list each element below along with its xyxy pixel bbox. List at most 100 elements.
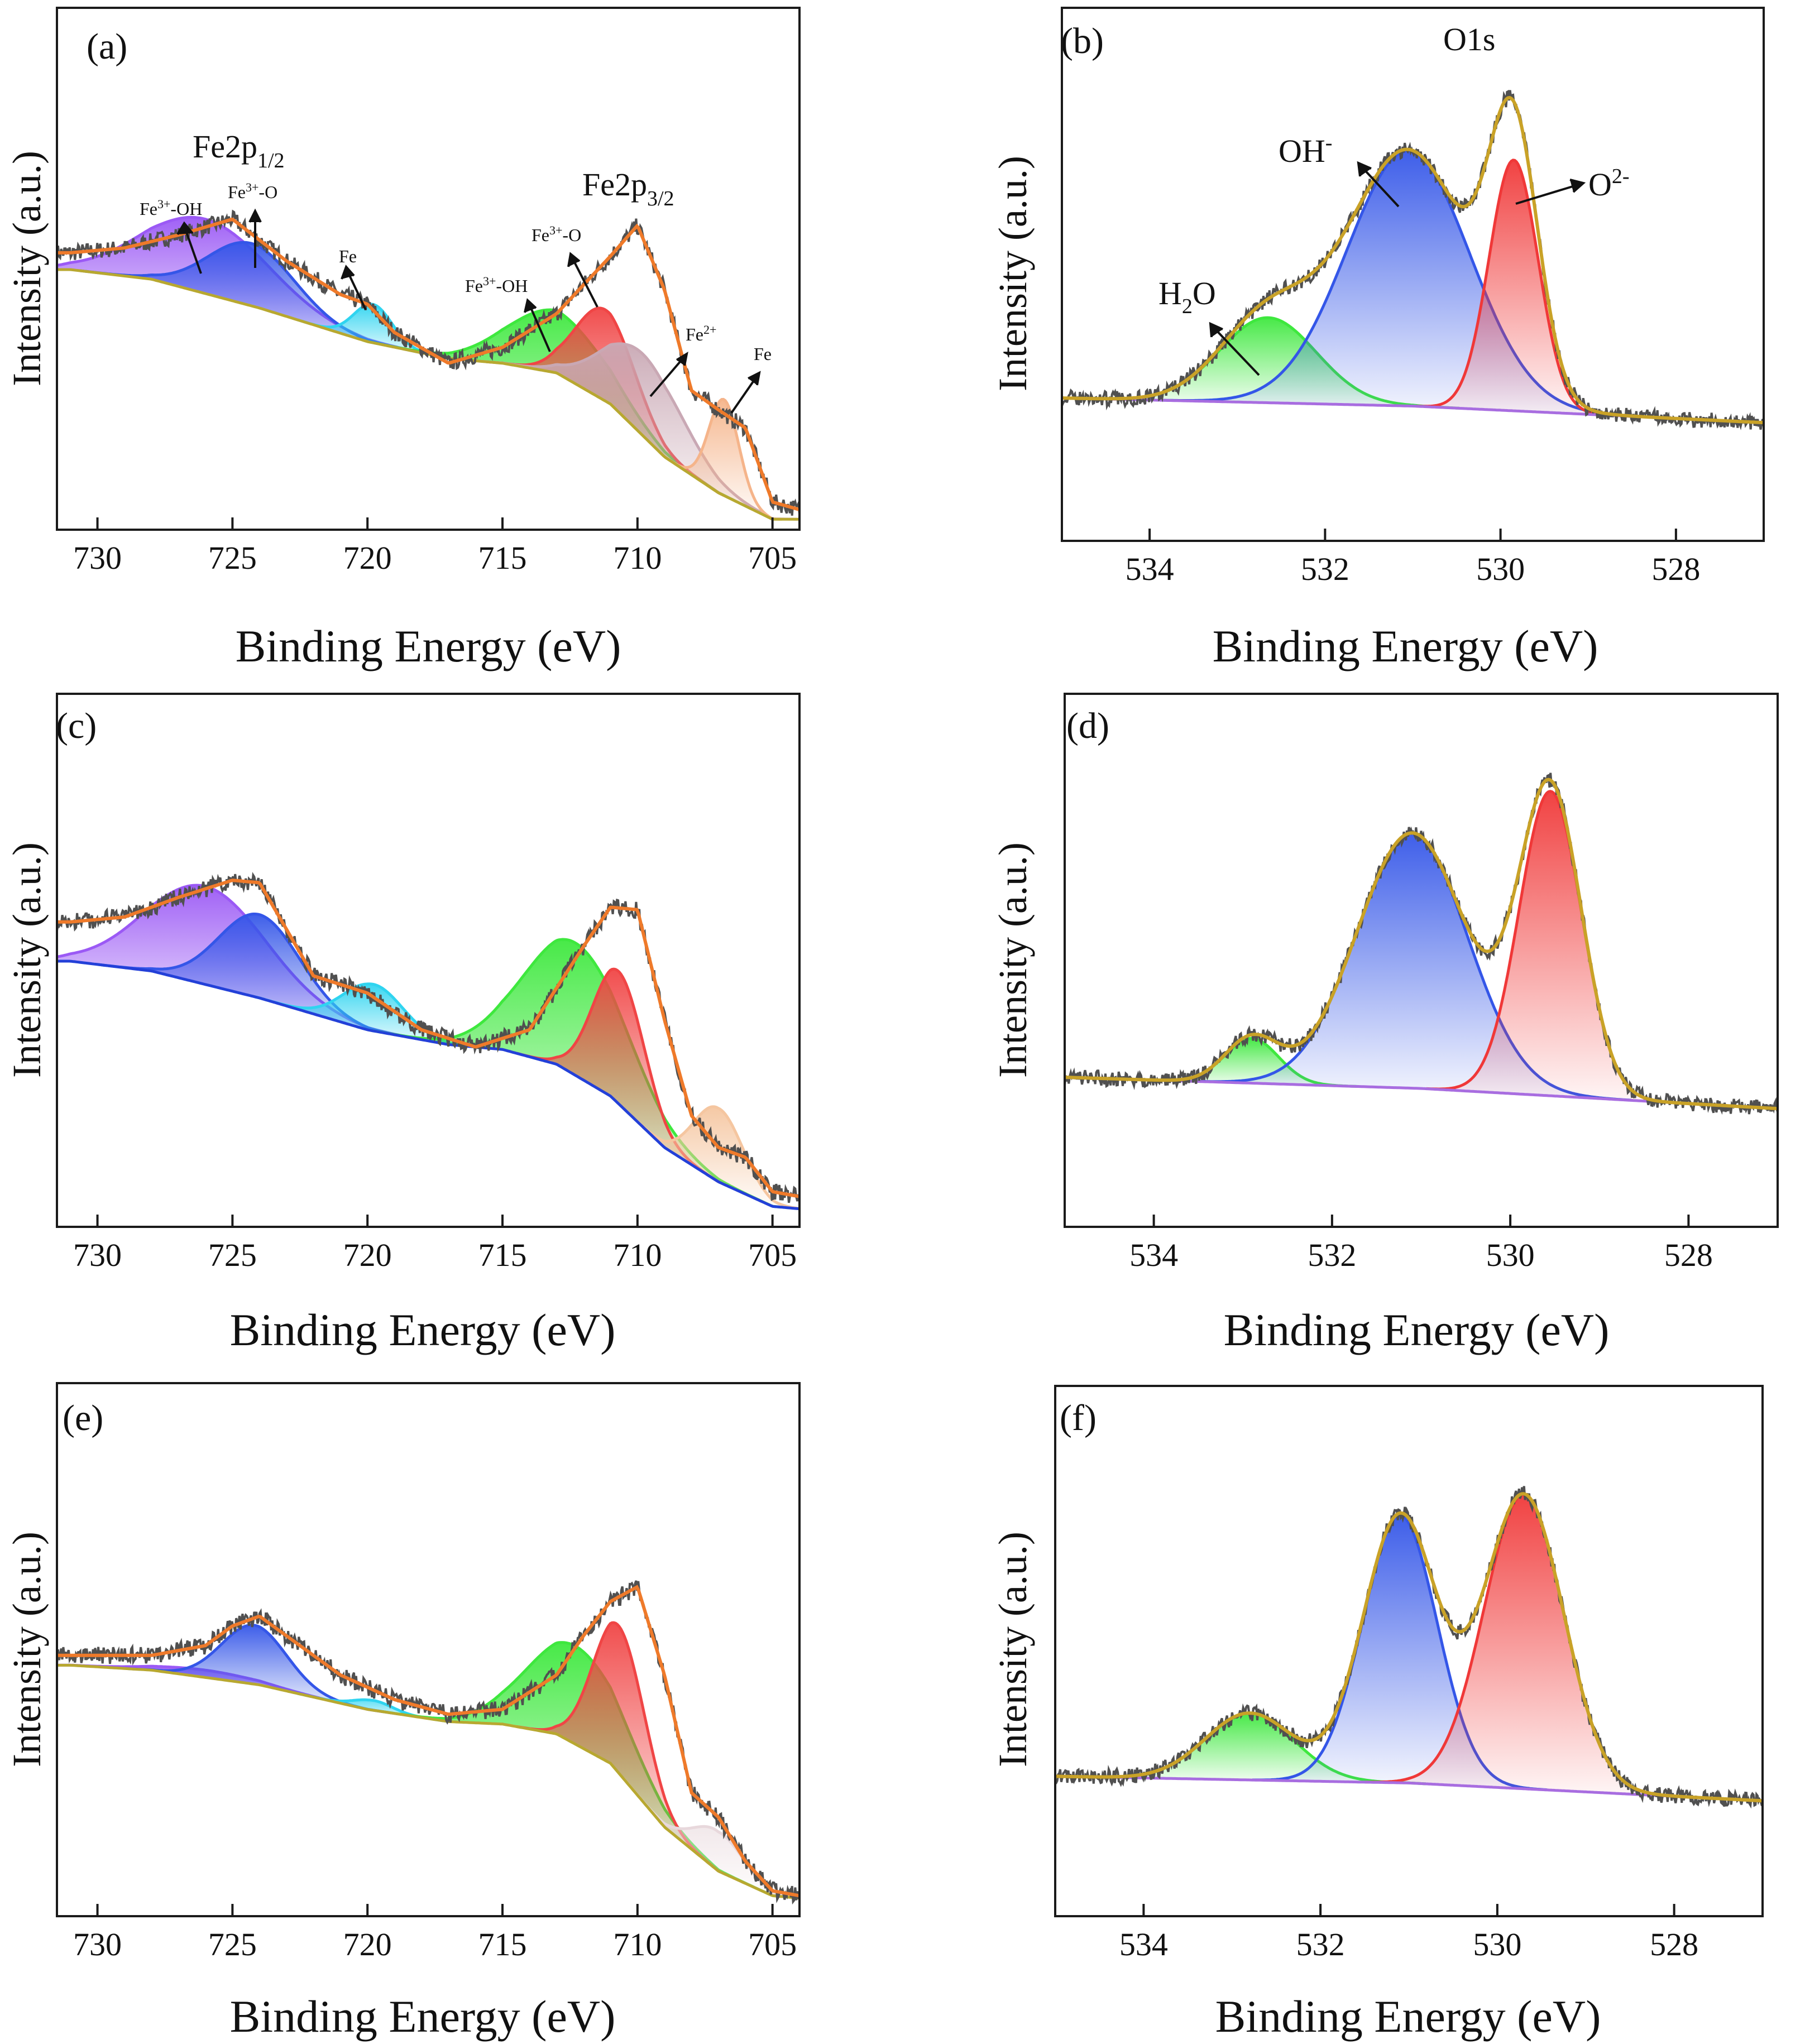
panel-e-ticks: 730 725 720 715 710 705 xyxy=(73,1904,797,1963)
xtick-label-c-720: 720 xyxy=(343,1237,392,1273)
annot-a-fe3oh-1: Fe3+-OH xyxy=(140,197,202,219)
xtick-label-b-528: 528 xyxy=(1651,551,1700,587)
panel-a-arrows xyxy=(176,208,761,414)
envelope-c xyxy=(57,879,800,1198)
xtick-label-a-705: 705 xyxy=(748,540,797,576)
xtick-label-b-530: 530 xyxy=(1476,551,1525,587)
xtick-label-b-534: 534 xyxy=(1126,551,1174,587)
annot-a-fe-2: Fe xyxy=(754,344,772,364)
peak-area-d-2 xyxy=(1426,791,1674,1103)
panel-b-arrows xyxy=(1209,161,1586,376)
peak-area-b-2 xyxy=(1416,160,1612,416)
panel-b-xlabel: Binding Energy (eV) xyxy=(1213,621,1598,671)
background-line-a xyxy=(57,268,799,521)
peak-area-c-1 xyxy=(97,914,422,1040)
panel-d-xlabel: Binding Energy (eV) xyxy=(1224,1304,1610,1355)
peak-area-b-1 xyxy=(1164,151,1654,418)
panel-a-frame xyxy=(56,7,801,531)
panel-e-ylabel: Intensity (a.u.) xyxy=(4,1532,49,1767)
peak-area-d-0 xyxy=(1146,1038,1358,1087)
panel-d-label: (d) xyxy=(1066,706,1109,746)
panel-e: 730 725 720 715 710 705 (e) Binding Energy (e… xyxy=(4,1382,801,2042)
panel-c-ylabel: Intensity (a.u.) xyxy=(4,842,49,1078)
xtick-label-c-725: 725 xyxy=(208,1237,257,1273)
panel-c: 730 725 720 715 710 705 (c) Binding Energy (e… xyxy=(4,693,801,1355)
annot-h2o: H2O xyxy=(1158,275,1216,318)
peak-area-c-2 xyxy=(255,983,490,1049)
peak-area-c-5 xyxy=(623,1106,799,1209)
xtick-label-e-730: 730 xyxy=(73,1926,122,1963)
panel-b-ylabel: Intensity (a.u.) xyxy=(990,156,1035,391)
xtick-label-c-710: 710 xyxy=(613,1237,662,1273)
panel-d-ylabel: Intensity (a.u.) xyxy=(990,842,1035,1078)
envelope-a xyxy=(57,217,800,511)
envelope-b xyxy=(1061,95,1764,425)
annot-o1s: O1s xyxy=(1443,21,1495,57)
xtick-label-d-528: 528 xyxy=(1664,1237,1713,1273)
xtick-label-b-532: 532 xyxy=(1301,551,1349,587)
peak-area-a-6 xyxy=(665,399,782,520)
xtick-label-c-715: 715 xyxy=(478,1237,527,1273)
xtick-label-a-710: 710 xyxy=(613,540,662,576)
xtick-label-a-720: 720 xyxy=(343,540,392,576)
panel-f-xlabel: Binding Energy (eV) xyxy=(1215,1991,1601,2042)
panel-b-label: (b) xyxy=(1061,21,1104,61)
panel-a: 730 725 720 715 710 705 (a) Binding Energy (e… xyxy=(4,7,801,671)
envelope-d xyxy=(1064,778,1778,1111)
panel-b-frame xyxy=(1061,7,1765,542)
panel-e-xlabel: Binding Energy (eV) xyxy=(230,1991,616,2042)
raw-data-d xyxy=(1064,773,1779,1115)
background-line-e xyxy=(57,1663,800,1900)
annot-a-fe3o-1: Fe3+-O xyxy=(228,180,277,202)
panel-e-frame xyxy=(56,1382,801,1917)
peak-area-e-4 xyxy=(516,1623,720,1872)
peak-area-f-0 xyxy=(1074,1713,1426,1784)
annot-oh: OH- xyxy=(1279,131,1332,169)
xtick-label-d-532: 532 xyxy=(1308,1237,1356,1273)
xtick-label-e-725: 725 xyxy=(208,1926,257,1963)
panel-a-plot xyxy=(56,209,801,521)
peak-area-d-1 xyxy=(1192,833,1632,1101)
xtick-label-c-730: 730 xyxy=(73,1237,122,1273)
panel-f-label: (f) xyxy=(1060,1398,1097,1438)
annot-a-fe3oh-2: Fe3+-OH xyxy=(465,274,528,296)
xtick-label-e-710: 710 xyxy=(613,1926,662,1963)
peak-area-f-2 xyxy=(1365,1495,1682,1797)
panel-c-frame xyxy=(56,693,801,1228)
panel-a-ticks: 730 725 720 715 710 705 xyxy=(73,517,797,576)
panel-f: 534 532 530 528 (f) Binding Energy (eV) Int… xyxy=(990,1385,1764,2042)
peak-line-a-6 xyxy=(664,397,782,521)
panel-f-ylabel: Intensity (a.u.) xyxy=(990,1532,1035,1767)
envelope-f xyxy=(1055,1492,1763,1803)
panel-d-plot xyxy=(1064,773,1779,1115)
panel-f-plot xyxy=(1054,1486,1764,1809)
panel-c-xlabel: Binding Energy (eV) xyxy=(230,1304,616,1355)
panel-a-xlabel: Binding Energy (eV) xyxy=(236,621,621,671)
panel-d-frame xyxy=(1064,693,1779,1228)
peak-area-f-1 xyxy=(1252,1515,1547,1790)
panel-c-label: (c) xyxy=(56,706,97,746)
xtick-label-f-534: 534 xyxy=(1119,1926,1168,1963)
xtick-label-a-715: 715 xyxy=(478,540,527,576)
background-line-c xyxy=(57,959,800,1211)
raw-data-b xyxy=(1061,89,1765,430)
peak-area-a-2 xyxy=(297,304,448,358)
panel-f-frame xyxy=(1054,1385,1764,1917)
panel-e-label: (e) xyxy=(63,1398,103,1438)
annot-fe2p32: Fe2p3/2 xyxy=(582,166,674,210)
annot-a-fe3o-2: Fe3+-O xyxy=(532,223,581,245)
peak-area-c-4 xyxy=(516,969,720,1183)
annot-fe2p12: Fe2p1/2 xyxy=(193,128,285,172)
envelope-e xyxy=(57,1585,800,1898)
panel-d-ticks: 534 532 530 528 xyxy=(1129,1215,1713,1273)
xtick-label-f-532: 532 xyxy=(1296,1926,1345,1963)
xtick-label-a-725: 725 xyxy=(208,540,257,576)
xtick-label-c-705: 705 xyxy=(748,1237,797,1273)
peak-area-e-5 xyxy=(623,1777,799,1898)
panel-b-plot xyxy=(1061,89,1765,430)
panel-c-plot xyxy=(56,872,801,1211)
panel-f-ticks: 534 532 530 528 xyxy=(1119,1904,1698,1963)
panel-b-ticks: 534 532 530 528 xyxy=(1126,529,1700,587)
xtick-label-a-730: 730 xyxy=(73,540,122,576)
